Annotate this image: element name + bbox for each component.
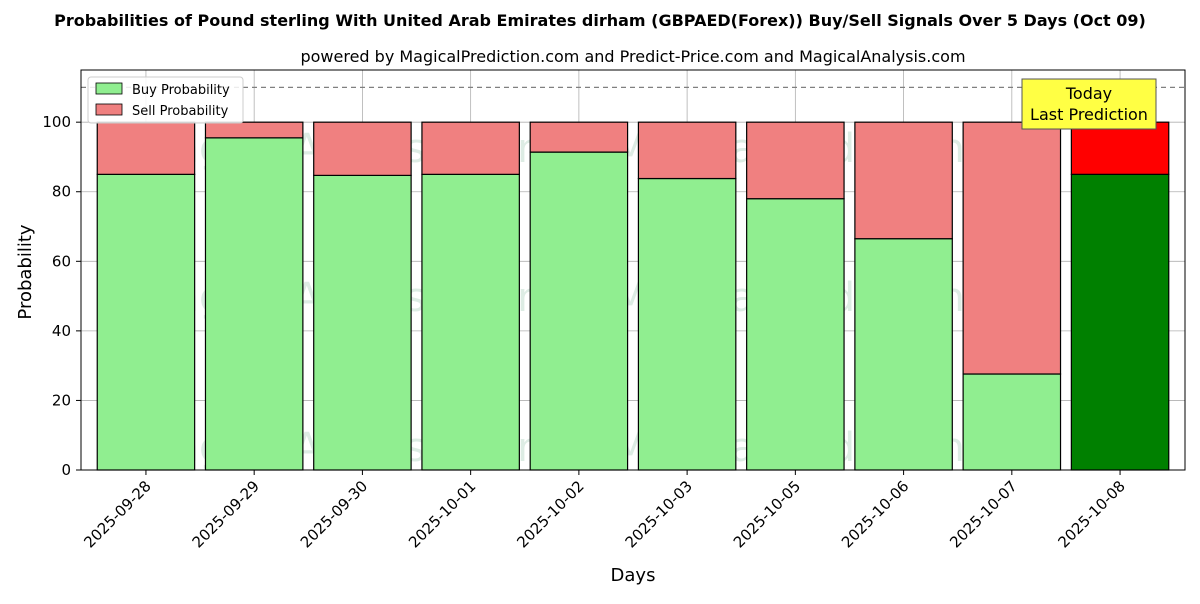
plot-frame	[80, 69, 1186, 471]
x-tick-label: 2025-10-07	[946, 477, 1020, 551]
sell-bar-2025-10-08	[1070, 121, 1170, 175]
annotation-line-2: Last Prediction	[1030, 105, 1148, 124]
buy-bar-2025-10-06	[854, 238, 953, 471]
x-tick-label: 2025-09-29	[189, 477, 263, 551]
y-axis-ticks: 0 20 40 60 80 100	[42, 113, 81, 479]
today-annotation: Today Last Prediction	[1021, 78, 1157, 130]
x-tick-label: 2025-10-06	[838, 477, 912, 551]
y-tick-label: 20	[52, 391, 71, 409]
buy-bar-2025-10-08	[1070, 173, 1170, 471]
buy-bar-2025-10-07	[962, 373, 1062, 471]
annotation-box	[1021, 78, 1157, 130]
sell-bar-2025-10-05	[746, 121, 845, 200]
buy-bar-2025-10-01	[421, 173, 520, 471]
y-tick-label: 40	[52, 322, 71, 340]
sell-bar-2025-10-02	[529, 121, 629, 153]
x-axis-label: Days	[611, 565, 656, 586]
buy-bar-2025-10-02	[529, 151, 629, 471]
legend-label-sell: Sell Probability	[132, 104, 229, 119]
sell-bar-2025-09-28	[96, 121, 196, 175]
x-tick-label: 2025-10-02	[513, 477, 587, 551]
x-tick-label: 2025-10-01	[405, 477, 479, 551]
buy-bar-2025-10-05	[746, 198, 845, 471]
sell-bar-2025-10-07	[962, 121, 1062, 375]
bars	[96, 121, 1170, 471]
buy-bar-2025-09-30	[313, 174, 412, 471]
chart-subtitle: powered by MagicalPrediction.com and Pre…	[300, 47, 965, 66]
y-tick-label: 80	[52, 183, 71, 201]
legend: Buy Probability Sell Probability	[87, 76, 244, 124]
chart-title: Probabilities of Pound sterling With Uni…	[54, 11, 1146, 30]
annotation-line-1: Today	[1065, 84, 1112, 103]
y-axis-label: Probability	[15, 224, 36, 319]
sell-bar-2025-10-01	[421, 121, 520, 175]
legend-box	[87, 76, 244, 124]
sell-bar-2025-10-03	[637, 121, 737, 180]
sell-bar-2025-09-30	[313, 121, 412, 176]
y-tick-label: 60	[52, 252, 71, 270]
y-tick-label: 100	[42, 113, 71, 131]
buy-bar-2025-09-28	[96, 173, 196, 471]
buy-bar-2025-10-03	[637, 177, 737, 471]
legend-swatch-buy	[95, 82, 123, 95]
sell-bar-2025-10-06	[854, 121, 953, 240]
x-tick-label: 2025-10-03	[622, 477, 696, 551]
x-tick-label: 2025-09-28	[80, 477, 154, 551]
x-tick-label: 2025-10-08	[1055, 477, 1129, 551]
sell-bar-2025-09-29	[204, 121, 304, 139]
legend-label-buy: Buy Probability	[132, 83, 230, 98]
x-tick-label: 2025-09-30	[297, 477, 371, 551]
buy-bar-2025-09-29	[204, 137, 304, 471]
x-axis-ticks: 2025-09-28 2025-09-29 2025-09-30 2025-10-01…	[80, 470, 1129, 551]
y-tick-label: 0	[61, 461, 71, 479]
x-tick-label: 2025-10-05	[730, 477, 804, 551]
legend-swatch-sell	[95, 103, 123, 116]
